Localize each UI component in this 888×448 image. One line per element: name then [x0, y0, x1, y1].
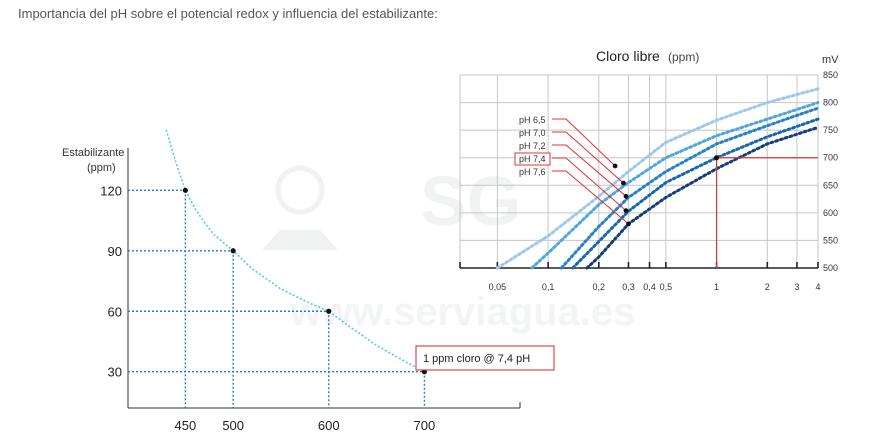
reference-point — [713, 155, 720, 161]
legend-leader-line — [552, 157, 627, 212]
curve-marker-point — [612, 163, 618, 169]
y-tick-label: 650 — [823, 180, 838, 190]
ph-curve — [530, 101, 820, 270]
y-tick-label: 500 — [823, 263, 838, 273]
curve-marker-point — [623, 193, 629, 199]
y-tick-label: 700 — [823, 153, 838, 163]
legend-leader-line — [552, 170, 629, 225]
y-tick-label: 750 — [823, 125, 838, 135]
x-tick-label: 450 — [175, 418, 197, 433]
redox-chart: Cloro libre (ppm) mV pH 6,5 pH 7,0 pH 7,2 p… — [459, 48, 839, 292]
legend-label: pH 7,6 — [519, 167, 546, 177]
data-point — [230, 248, 236, 254]
right-title-unit: (ppm) — [668, 50, 699, 64]
left-ylabel-line1: Estabilizante — [62, 147, 124, 159]
x-tick-label: 500 — [222, 418, 244, 433]
curve-marker-point — [621, 180, 626, 186]
x-tick-label: 0,1 — [542, 282, 555, 292]
legend-leader-line — [552, 118, 616, 167]
watermark-url-text: www.serviagua.es — [289, 290, 635, 334]
data-point — [326, 308, 332, 314]
x-tick-label: 0,3 — [622, 282, 635, 292]
x-tick-label: 3 — [794, 282, 799, 292]
legend-label: pH 6,5 — [519, 115, 546, 125]
y-tick-label: 120 — [100, 183, 122, 198]
legend-highlight-box — [514, 152, 551, 166]
right-ylabel: mV — [822, 54, 839, 66]
y-tick-label: 800 — [823, 98, 838, 108]
x-tick-label: 0,5 — [660, 282, 673, 292]
curve-marker-point — [626, 221, 631, 227]
x-tick-label: 700 — [414, 418, 436, 433]
legend-leader-line — [552, 131, 624, 184]
right-title: Cloro libre — [596, 48, 660, 64]
annotation-box — [415, 345, 555, 371]
ph-curve — [559, 106, 820, 270]
y-tick-label: 30 — [108, 365, 122, 380]
curve-marker-point — [623, 208, 629, 214]
y-tick-label: 60 — [108, 304, 122, 319]
x-tick-label: 2 — [765, 282, 770, 292]
watermark-basin-icon — [262, 230, 338, 250]
watermark-logo-text: SG — [420, 162, 521, 240]
y-tick-label: 850 — [823, 70, 838, 80]
watermark-fountain-icon — [275, 165, 325, 215]
stabilizer-chart: Estabilizante (ppm) 450 500 600 700 120 90 60 3… — [62, 129, 555, 433]
left-ylabel-line2: (ppm) — [87, 162, 116, 174]
ph-curve — [585, 125, 820, 270]
ph-curve — [571, 117, 820, 270]
legend-label: pH 7,4 — [519, 154, 546, 164]
x-tick-label: 0,05 — [489, 282, 507, 292]
legend-leader-line — [552, 144, 627, 197]
legend-label: pH 7,2 — [519, 141, 546, 151]
x-tick-label: 600 — [318, 418, 340, 433]
ph-curve — [495, 87, 820, 270]
y-tick-label: 550 — [823, 235, 838, 245]
y-tick-label: 90 — [108, 244, 122, 259]
data-point — [182, 187, 188, 193]
x-tick-label: 1 — [714, 282, 719, 292]
legend-label: pH 7,0 — [519, 128, 546, 138]
x-tick-label: 0,4 — [643, 282, 656, 292]
y-tick-label: 600 — [823, 208, 838, 218]
page-title: Importancia del pH sobre el potencial re… — [18, 6, 438, 21]
x-tick-label: 0,2 — [593, 282, 606, 292]
annotation-text: 1 ppm cloro @ 7,4 pH — [423, 353, 530, 365]
x-tick-label: 4 — [815, 282, 820, 292]
